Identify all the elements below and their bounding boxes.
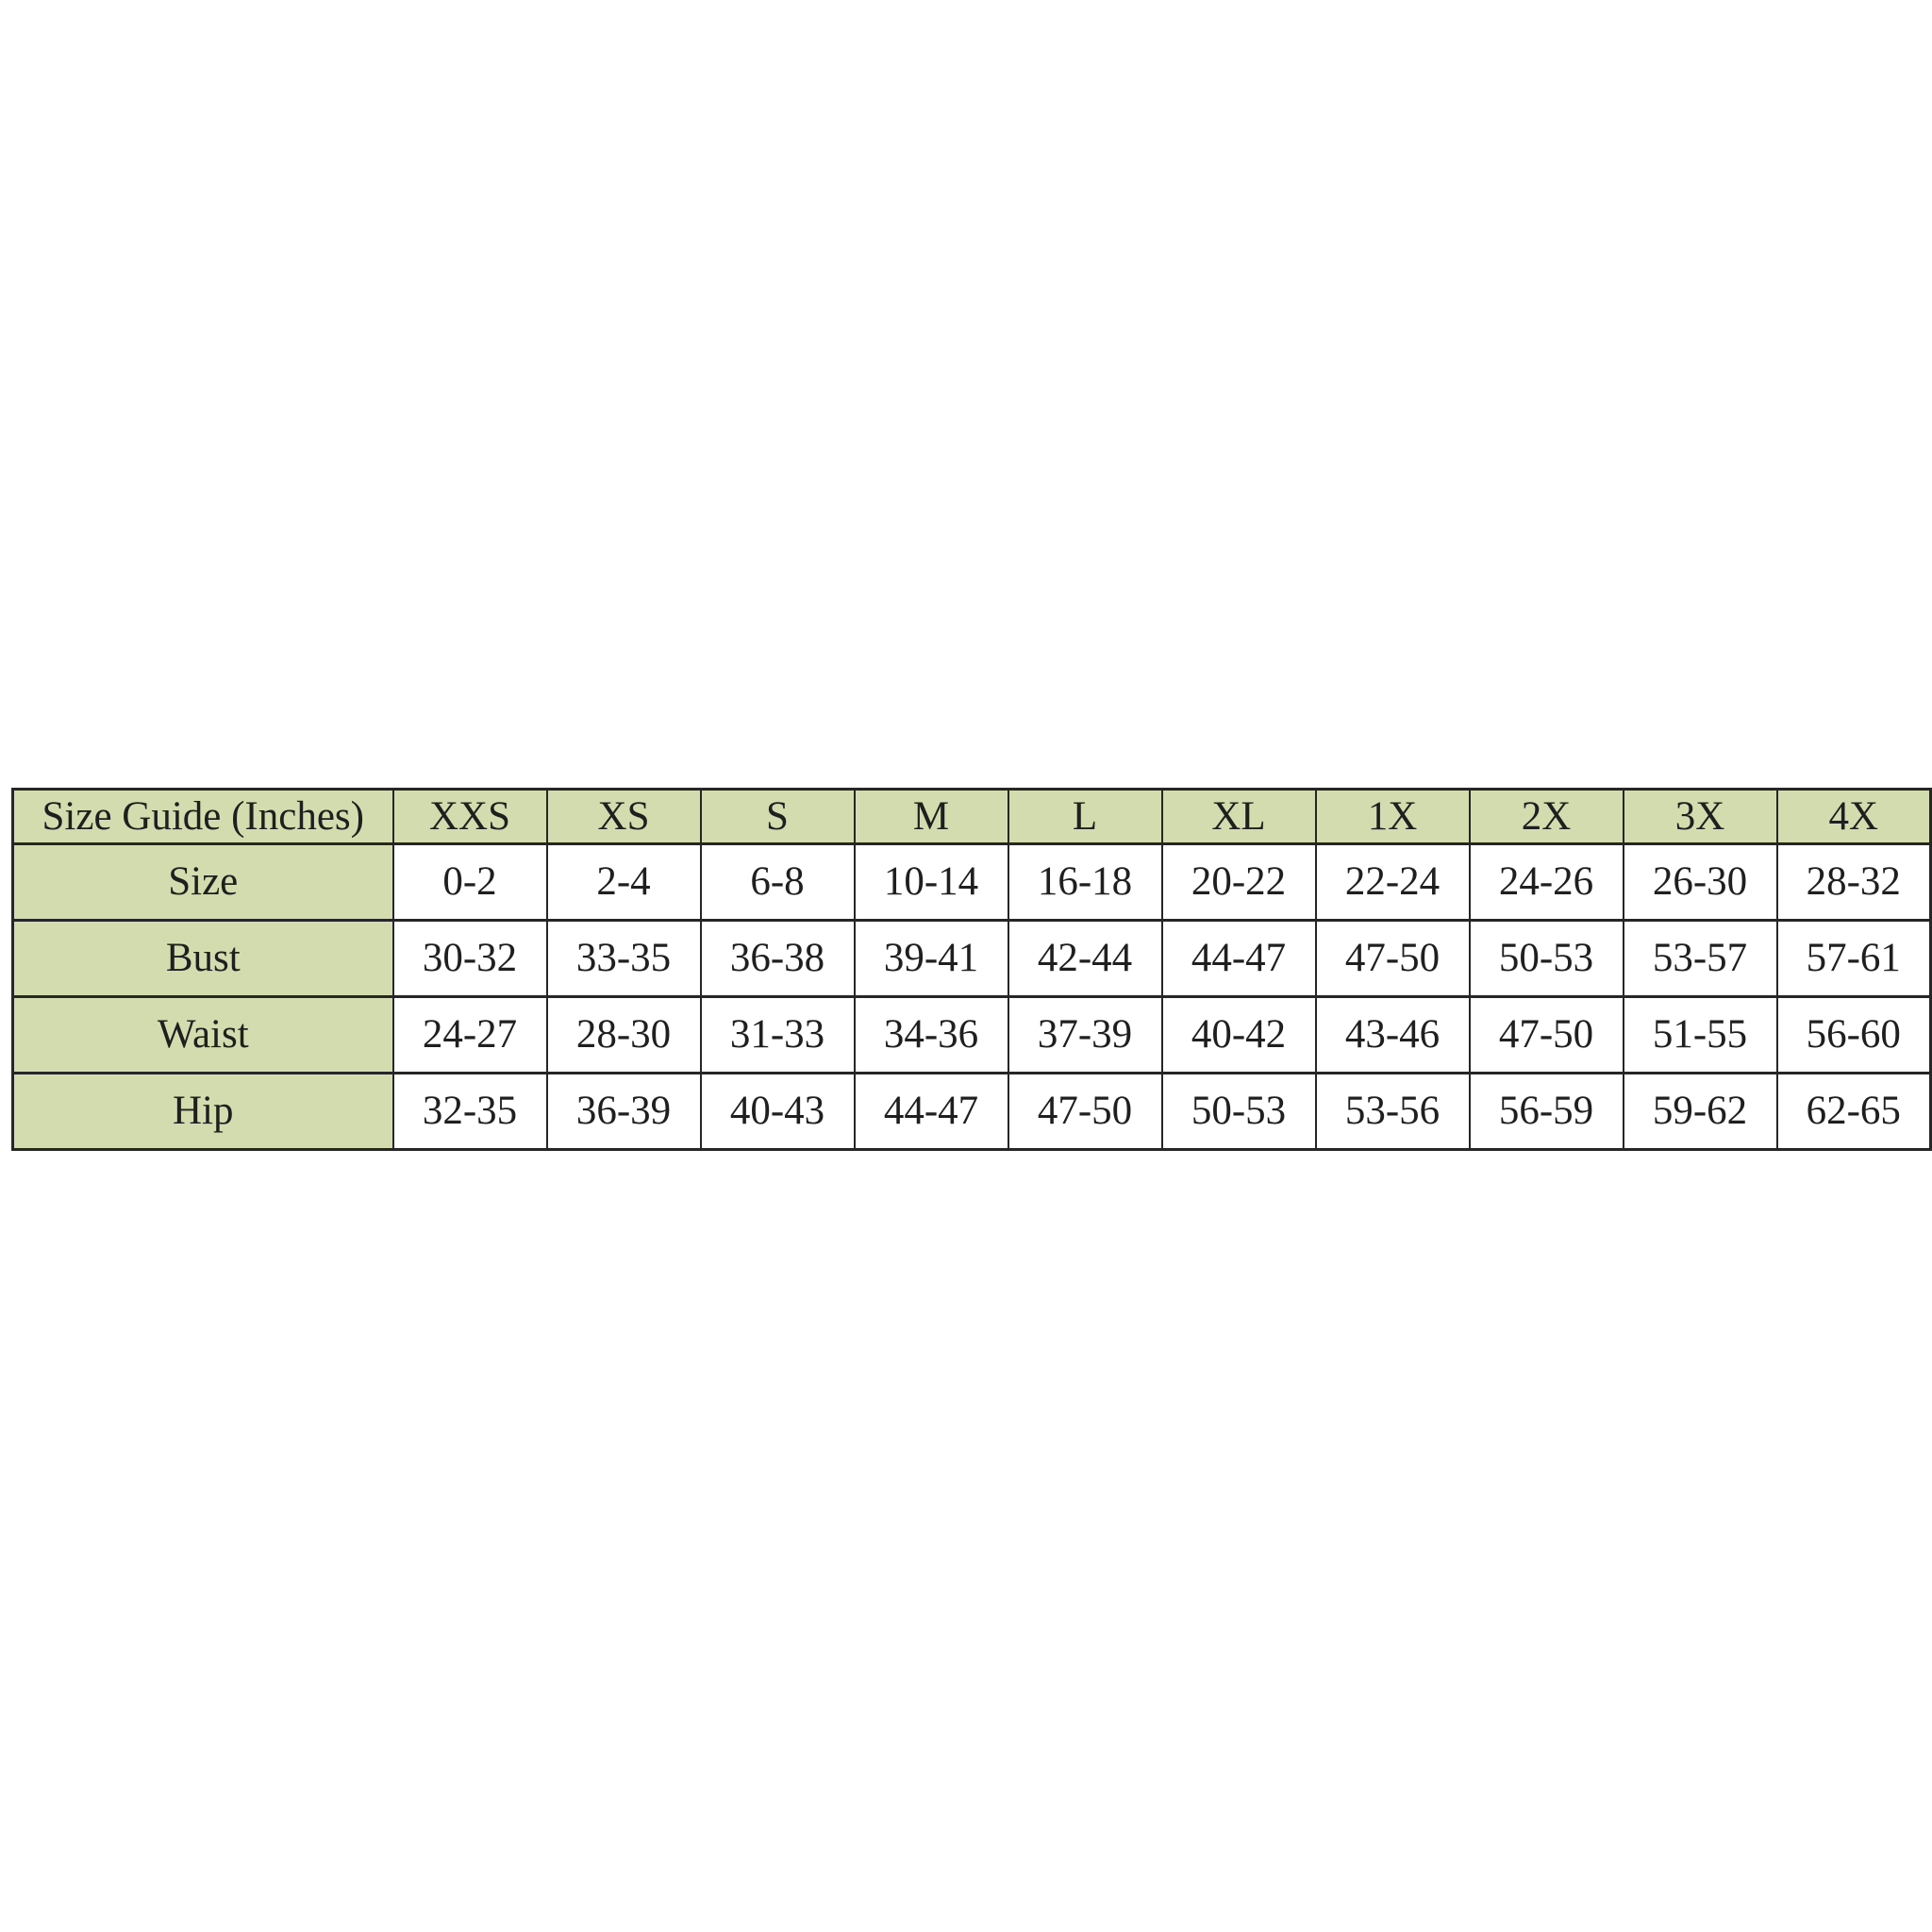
table-row-bust: Bust 30-32 33-35 36-38 39-41 42-44 44-47… — [11, 919, 1932, 998]
table-row-waist: Waist 24-27 28-30 31-33 34-36 37-39 40-4… — [11, 995, 1932, 1074]
table-cell: 47-50 — [1468, 995, 1624, 1074]
row-label-waist: Waist — [11, 995, 394, 1074]
table-cell: 50-53 — [1468, 919, 1624, 998]
table-cell: 28-32 — [1775, 842, 1932, 922]
row-label-bust: Bust — [11, 919, 394, 998]
column-header-xl: XL — [1160, 788, 1317, 845]
table-cell: 56-60 — [1775, 995, 1932, 1074]
table-cell: 22-24 — [1314, 842, 1471, 922]
column-header-xxs: XXS — [391, 788, 548, 845]
row-label-size: Size — [11, 842, 394, 922]
column-header-4x: 4X — [1775, 788, 1932, 845]
table-cell: 62-65 — [1775, 1072, 1932, 1151]
table-corner-title: Size Guide (Inches) — [11, 788, 394, 845]
table-cell: 59-62 — [1622, 1072, 1778, 1151]
table-cell: 42-44 — [1007, 919, 1163, 998]
table-cell: 47-50 — [1007, 1072, 1163, 1151]
table-cell: 10-14 — [853, 842, 1009, 922]
table-cell: 44-47 — [853, 1072, 1009, 1151]
table-cell: 34-36 — [853, 995, 1009, 1074]
table-cell: 31-33 — [699, 995, 856, 1074]
table-cell: 36-39 — [545, 1072, 702, 1151]
size-guide-table: Size Guide (Inches) XXS XS S M L XL 1X 2… — [11, 788, 1932, 1151]
table-cell: 16-18 — [1007, 842, 1163, 922]
table-cell: 57-61 — [1775, 919, 1932, 998]
column-header-l: L — [1007, 788, 1163, 845]
table-cell: 24-27 — [391, 995, 548, 1074]
table-cell: 53-57 — [1622, 919, 1778, 998]
table-cell: 56-59 — [1468, 1072, 1624, 1151]
column-header-1x: 1X — [1314, 788, 1471, 845]
row-label-hip: Hip — [11, 1072, 394, 1151]
table-cell: 28-30 — [545, 995, 702, 1074]
table-cell: 6-8 — [699, 842, 856, 922]
table-cell: 37-39 — [1007, 995, 1163, 1074]
table-cell: 24-26 — [1468, 842, 1624, 922]
header-row: Size Guide (Inches) XXS XS S M L XL 1X 2… — [11, 788, 1932, 845]
table-row-size: Size 0-2 2-4 6-8 10-14 16-18 20-22 22-24… — [11, 842, 1932, 922]
column-header-3x: 3X — [1622, 788, 1778, 845]
table-cell: 32-35 — [391, 1072, 548, 1151]
table-cell: 39-41 — [853, 919, 1009, 998]
table-cell: 33-35 — [545, 919, 702, 998]
column-header-xs: XS — [545, 788, 702, 845]
table-cell: 20-22 — [1160, 842, 1317, 922]
table-row-hip: Hip 32-35 36-39 40-43 44-47 47-50 50-53 … — [11, 1072, 1932, 1151]
table-cell: 50-53 — [1160, 1072, 1317, 1151]
table-cell: 2-4 — [545, 842, 702, 922]
table-cell: 40-43 — [699, 1072, 856, 1151]
column-header-m: M — [853, 788, 1009, 845]
table-cell: 0-2 — [391, 842, 548, 922]
table-cell: 36-38 — [699, 919, 856, 998]
table-cell: 44-47 — [1160, 919, 1317, 998]
table-cell: 51-55 — [1622, 995, 1778, 1074]
table-cell: 47-50 — [1314, 919, 1471, 998]
column-header-s: S — [699, 788, 856, 845]
table-cell: 43-46 — [1314, 995, 1471, 1074]
column-header-2x: 2X — [1468, 788, 1624, 845]
table-cell: 40-42 — [1160, 995, 1317, 1074]
table-cell: 53-56 — [1314, 1072, 1471, 1151]
table-cell: 30-32 — [391, 919, 548, 998]
table-cell: 26-30 — [1622, 842, 1778, 922]
